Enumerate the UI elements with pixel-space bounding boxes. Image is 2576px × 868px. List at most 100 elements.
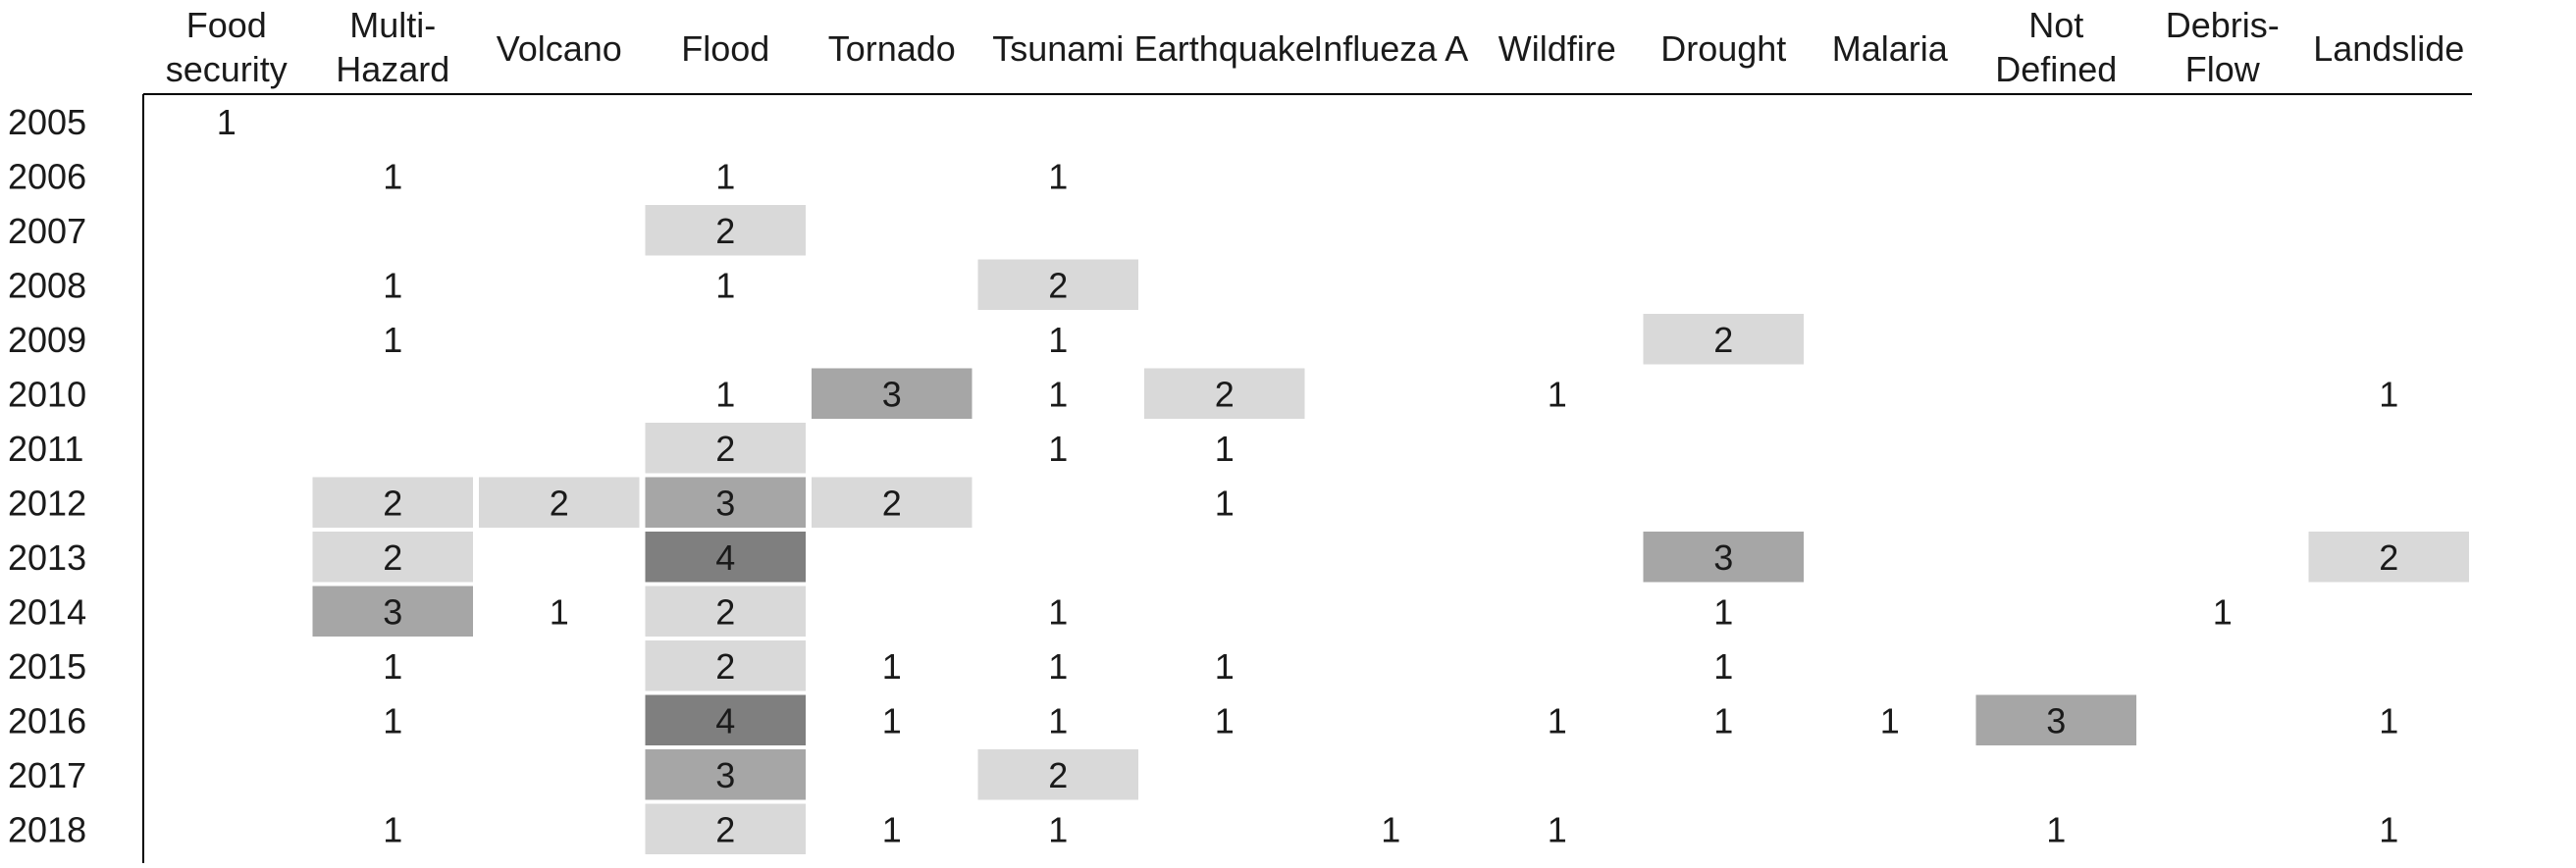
row-label-2008: 2008 [8, 265, 86, 305]
cell-value: 1 [550, 591, 569, 632]
cell-value: 1 [715, 156, 735, 196]
cell-value: 3 [1713, 537, 1733, 578]
cell-value: 1 [1048, 591, 1068, 632]
row-label-2009: 2009 [8, 320, 86, 360]
column-header: Influeza A [1313, 28, 1468, 69]
cell-value: 2 [715, 809, 735, 849]
row-label-2013: 2013 [8, 537, 86, 578]
heatmap-cell [812, 368, 973, 419]
cell-value: 1 [1048, 320, 1068, 360]
cell-value: 1 [1215, 483, 1235, 523]
cell-value: 3 [715, 483, 735, 523]
cell-value: 2 [2379, 537, 2398, 578]
row-label-2017: 2017 [8, 755, 86, 795]
heatmap-cell [977, 259, 1138, 310]
cell-value: 3 [2046, 700, 2066, 740]
cell-value: 2 [550, 483, 569, 523]
row-label-2011: 2011 [8, 429, 83, 469]
cell-value: 1 [1548, 700, 1567, 740]
column-header: Not Defined [1995, 5, 2117, 89]
column-header: Earthquake [1134, 28, 1315, 69]
row-label-2016: 2016 [8, 700, 86, 740]
cell-value: 1 [2379, 374, 2398, 414]
column-header: Multi-Hazard [336, 5, 449, 89]
cell-value: 1 [383, 156, 402, 196]
row-label-2012: 2012 [8, 483, 86, 523]
cell-value: 1 [1713, 591, 1733, 632]
column-header: Debris-Flow [2166, 5, 2280, 89]
cell-value: 2 [715, 429, 735, 469]
row-label-2006: 2006 [8, 156, 86, 196]
column-header: Landslide [2313, 28, 2464, 69]
cell-value: 1 [1048, 809, 1068, 849]
cell-value: 1 [1548, 809, 1567, 849]
cell-value: 1 [2046, 809, 2066, 849]
cell-value: 1 [715, 374, 735, 414]
heatmap-cell [1144, 368, 1305, 419]
row-label-2018: 2018 [8, 809, 86, 849]
cell-value: 2 [715, 591, 735, 632]
column-header: Tornado [828, 28, 956, 69]
heatmap-cell [312, 586, 473, 637]
row-label-2005: 2005 [8, 102, 86, 142]
column-header: Volcano [497, 28, 622, 69]
row-label-2014: 2014 [8, 591, 86, 632]
cell-value: 1 [1048, 156, 1068, 196]
heatmap-cell [645, 694, 806, 745]
heatmap-cell [1643, 314, 1804, 365]
row-label-2007: 2007 [8, 211, 86, 251]
cell-value: 1 [1713, 700, 1733, 740]
column-header: Malaria [1832, 28, 1949, 69]
cell-value: 1 [1048, 429, 1068, 469]
cell-value: 2 [1215, 374, 1235, 414]
cell-value: 1 [1215, 646, 1235, 687]
cell-value: 3 [383, 591, 402, 632]
column-header: Wildfire [1498, 28, 1616, 69]
cell-value: 3 [715, 755, 735, 795]
cell-value: 1 [1048, 646, 1068, 687]
heatmap-cell [312, 532, 473, 583]
heatmap-cell [645, 205, 806, 256]
heatmap-cell [1643, 532, 1804, 583]
heatmap-cell [645, 640, 806, 691]
cell-value: 1 [1880, 700, 1900, 740]
cell-value: 2 [715, 211, 735, 251]
cell-value: 2 [383, 483, 402, 523]
cell-value: 1 [383, 265, 402, 305]
row-label-2015: 2015 [8, 646, 86, 687]
cell-value: 2 [383, 537, 402, 578]
cell-value: 1 [882, 646, 902, 687]
cell-value: 1 [383, 320, 402, 360]
value-label-layer: 1 1 1 1 2 1 1 2 1 1 2 1 3 1 2 1 1 2 1 1 2 2 3 2 1 2 4 3 2 3 1 2 1 1 1 1 2 1 1 1… [217, 102, 2399, 850]
heatmap-cell [812, 477, 973, 528]
cell-value: 1 [882, 809, 902, 849]
cell-value: 1 [1048, 700, 1068, 740]
cell-value: 1 [217, 102, 237, 142]
cell-value: 1 [383, 700, 402, 740]
column-header: Flood [681, 28, 769, 69]
cell-value: 1 [2379, 700, 2398, 740]
cell-value: 4 [715, 700, 735, 740]
heatmap-cell [645, 477, 806, 528]
cell-value: 2 [1048, 265, 1068, 305]
cell-value: 1 [1048, 374, 1068, 414]
cell-value: 2 [715, 646, 735, 687]
cell-value: 1 [1215, 429, 1235, 469]
heatmap-cell [645, 749, 806, 800]
heatmap-cell [2308, 532, 2469, 583]
cell-value: 2 [1048, 755, 1068, 795]
column-header-layer: Food security Multi-Hazard Volcano Flood Torn… [166, 5, 2465, 89]
cell-value: 1 [882, 700, 902, 740]
heatmap-cell [312, 477, 473, 528]
heatmap-cell [645, 423, 806, 474]
cell-value: 1 [1548, 374, 1567, 414]
axis-layer [142, 93, 2472, 863]
column-header: Drought [1660, 28, 1786, 69]
cell-value: 1 [383, 646, 402, 687]
cell-value: 2 [1713, 320, 1733, 360]
cell-value: 1 [2379, 809, 2398, 849]
heatmap-cell [645, 803, 806, 854]
heatmap-cell [645, 532, 806, 583]
